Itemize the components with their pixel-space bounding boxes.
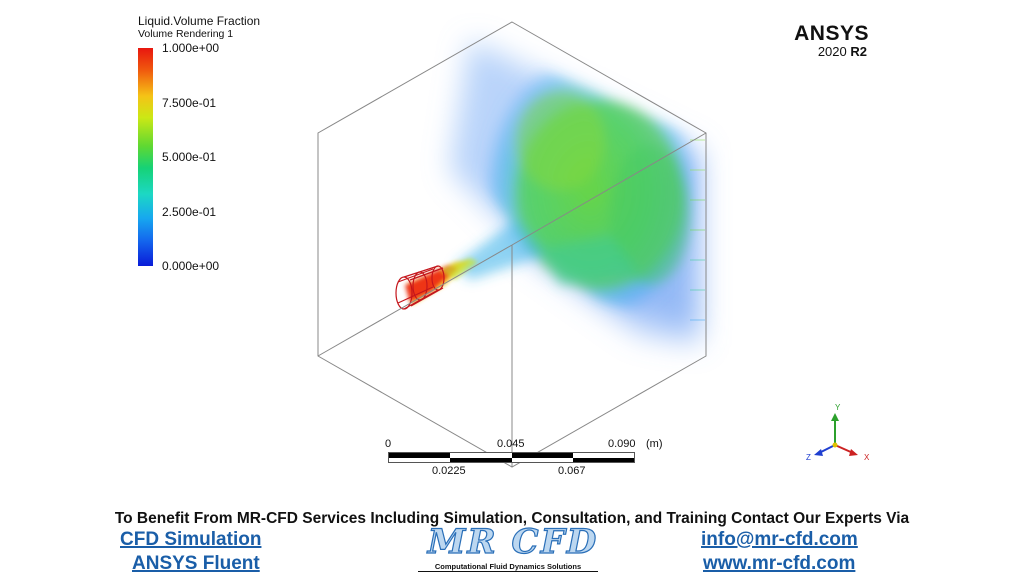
scale-label-0225: 0.0225 [432, 465, 466, 477]
scale-bar [388, 452, 635, 463]
legend-title: Liquid.Volume Fraction [138, 14, 261, 28]
footer-headline: To Benefit From MR-CFD Services Includin… [114, 510, 910, 527]
legend-tick-050: 5.000e-01 [162, 150, 217, 164]
scale-label-067: 0.067 [558, 465, 586, 477]
ansys-version-release: R2 [850, 44, 867, 59]
link-ansys-fluent[interactable]: ANSYS Fluent [132, 553, 260, 574]
volume-plume [455, 50, 700, 330]
mr-cfd-logo: MR CFD [427, 521, 599, 562]
axis-triad [814, 413, 858, 456]
graphics-viewport[interactable]: Liquid.Volume Fraction Volume Rendering … [0, 0, 1024, 500]
legend-tick-025: 2.500e-01 [162, 205, 217, 219]
scale-label-090: 0.090 [608, 438, 636, 450]
link-email[interactable]: info@mr-cfd.com [701, 529, 858, 550]
scale-label-0: 0 [385, 438, 392, 450]
ansys-version: 2020 R2 [818, 44, 867, 59]
axis-label-z: Z [806, 453, 811, 462]
scale-unit: (m) [646, 438, 663, 450]
scale-label-045: 0.045 [497, 438, 525, 450]
legend-subtitle: Volume Rendering 1 [138, 28, 234, 40]
nozzle-cage [395, 265, 445, 310]
ansys-version-year: 2020 [817, 44, 847, 59]
axis-label-x: X [864, 453, 870, 462]
domain-box [317, 21, 707, 468]
link-cfd-simulation[interactable]: CFD Simulation [120, 529, 262, 550]
legend-tick-min: 0.000e+00 [162, 259, 220, 273]
promo-footer [0, 500, 1024, 576]
legend-color-bar [138, 48, 153, 266]
link-website[interactable]: www.mr-cfd.com [703, 553, 856, 574]
legend-tick-max: 1.000e+00 [162, 41, 220, 55]
right-face-streaks [690, 139, 705, 321]
ansys-logo: ANSYS [794, 22, 869, 45]
volume-rendering-scene [317, 21, 707, 468]
mr-cfd-logo-tagline: Computational Fluid Dynamics Solutions [418, 562, 598, 572]
axis-label-y: Y [835, 403, 841, 412]
legend-tick-075: 7.500e-01 [162, 96, 217, 110]
